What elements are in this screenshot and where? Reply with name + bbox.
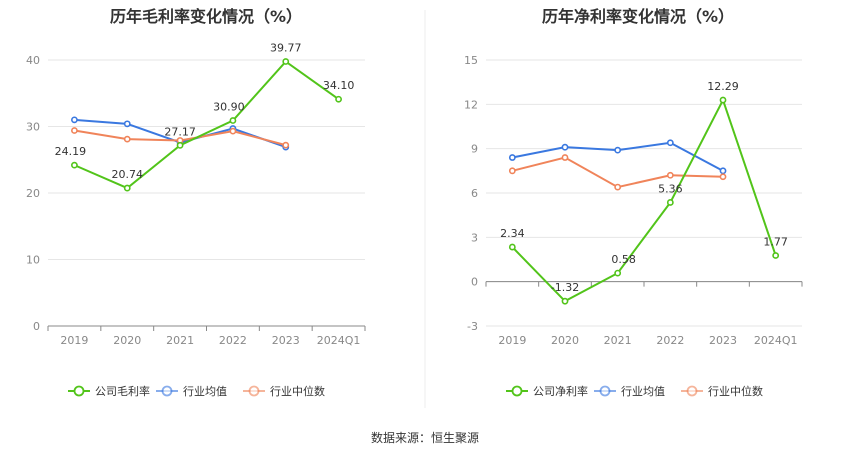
data-point (614, 183, 622, 191)
legend-item-2[interactable]: 行业中位数 (243, 384, 325, 398)
legend-item-0[interactable]: 公司毛利率 (68, 384, 150, 398)
data-point (508, 167, 516, 175)
x-tick-label: 2021 (604, 334, 632, 347)
y-tick-label: 10 (26, 254, 40, 267)
data-point (282, 58, 290, 65)
data-point (614, 146, 622, 154)
legend-item-0[interactable]: 公司净利率 (506, 384, 588, 398)
data-point (508, 154, 516, 161)
data-label: 34.10 (323, 79, 355, 92)
y-tick-label: 9 (471, 143, 478, 156)
data-label: 20.74 (112, 168, 144, 181)
data-point (508, 243, 516, 251)
legend-item-1[interactable]: 行业均值 (156, 385, 227, 398)
data-label: 39.77 (270, 42, 302, 55)
data-point (229, 127, 237, 135)
data-point (772, 252, 780, 259)
y-tick-label: 20 (26, 187, 40, 200)
data-label: 24.19 (55, 145, 87, 158)
data-point (71, 161, 78, 169)
series-line-0 (511, 97, 777, 303)
chart-title: 历年净利率变化情况（%） (542, 7, 734, 26)
legend-marker (73, 385, 85, 397)
y-tick-label: -3 (467, 320, 478, 333)
data-point (71, 127, 78, 134)
gross-margin-chart: 历年毛利率变化情况（%） 0 10 20 30 40 2019 2020 2021 2022 202… (26, 7, 366, 398)
x-tick-label: 2023 (272, 334, 300, 347)
legend-marker (686, 385, 698, 397)
data-point (666, 139, 674, 147)
data-point (176, 141, 184, 149)
y-tick-label: 6 (471, 187, 478, 200)
y-tick-label: 3 (471, 231, 478, 244)
x-tick-label: 2020 (551, 334, 579, 347)
data-label: 1.77 (763, 236, 788, 249)
legend-label: 公司毛利率 (95, 384, 150, 398)
data-label: 2.34 (500, 227, 525, 240)
legend-item-1[interactable]: 行业均值 (594, 385, 665, 398)
legend-label: 行业均值 (183, 385, 227, 398)
data-label: 12.29 (707, 80, 739, 93)
data-point (229, 117, 237, 124)
source-note: 数据来源：恒生聚源 (371, 430, 479, 445)
data-point (282, 141, 290, 149)
y-tick-label: 0 (33, 320, 40, 333)
x-tick-label: 2024Q1 (317, 334, 361, 347)
data-point (719, 96, 727, 104)
y-tick-label: 15 (464, 54, 478, 67)
y-tick-label: 40 (26, 54, 40, 67)
data-label: 27.17 (164, 125, 196, 138)
data-label: 5.36 (658, 182, 683, 195)
x-tick-label: 2022 (219, 334, 247, 347)
x-tick-label: 2019 (60, 334, 88, 347)
x-tick-label: 2021 (166, 334, 194, 347)
data-point (335, 95, 342, 103)
x-tick-label: 2019 (498, 334, 526, 347)
legend-marker (161, 385, 173, 397)
data-point (123, 135, 131, 143)
data-point (719, 167, 727, 175)
data-point (561, 143, 569, 151)
y-tick-label: 0 (471, 276, 478, 289)
data-point (561, 154, 569, 161)
legend-label: 公司净利率 (533, 384, 588, 398)
x-tick-label: 2023 (709, 334, 737, 347)
x-tick-label: 2022 (656, 334, 684, 347)
net-margin-chart: 历年净利率变化情况（%） -3 0 3 6 9 12 15 2019 2020 2021 2022 20… (464, 7, 803, 398)
x-tick-label: 2024Q1 (754, 334, 798, 347)
data-point (719, 173, 727, 181)
y-tick-label: 30 (26, 121, 40, 134)
data-point (561, 297, 569, 305)
y-tick-label: 12 (464, 98, 478, 111)
legend-item-2[interactable]: 行业中位数 (681, 384, 763, 398)
data-point (71, 116, 78, 124)
data-label: -1.32 (551, 281, 579, 294)
data-point (666, 171, 674, 179)
legend-label: 行业中位数 (270, 384, 325, 398)
legend-label: 行业中位数 (708, 384, 763, 398)
data-point (614, 269, 622, 277)
x-tick-label: 2020 (113, 334, 141, 347)
legend-marker (248, 385, 260, 397)
data-label: 30.90 (213, 101, 245, 114)
legend-label: 行业均值 (621, 385, 665, 398)
legend-marker (599, 385, 611, 397)
data-point (666, 199, 674, 206)
data-point (123, 184, 131, 192)
data-label: 0.58 (611, 253, 636, 266)
series-line-0 (74, 60, 340, 190)
chart-title: 历年毛利率变化情况（%） (110, 7, 302, 26)
data-point (123, 120, 131, 128)
legend-marker (511, 385, 523, 397)
